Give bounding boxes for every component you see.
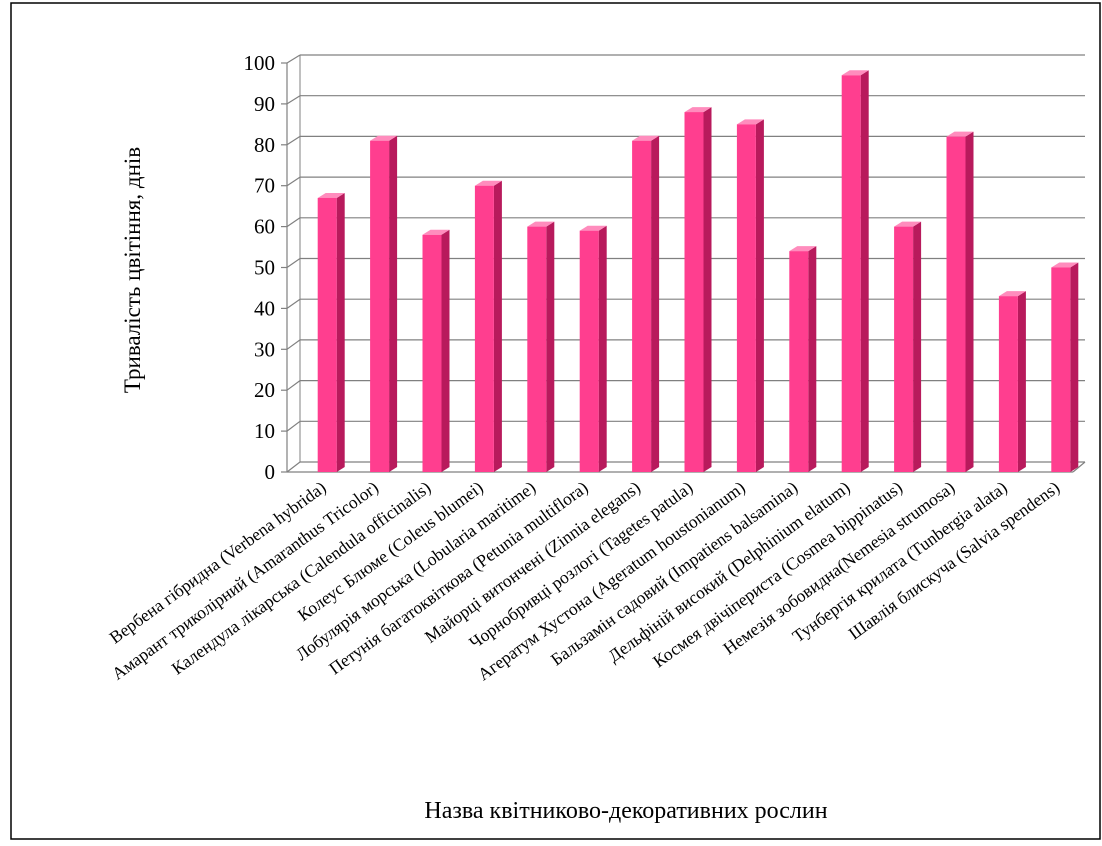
gridline-connector	[286, 380, 301, 391]
bar	[998, 291, 1026, 472]
x-axis-title: Назва квітниково-декоративних рослин	[424, 798, 827, 824]
bar-top	[736, 119, 764, 125]
bar-side	[913, 221, 922, 472]
bar	[736, 119, 764, 472]
bars	[317, 70, 1079, 473]
bar-top	[370, 135, 398, 141]
bar-side	[1070, 262, 1079, 472]
bar	[841, 70, 869, 473]
bar-side	[336, 192, 345, 472]
gridline-connector	[286, 217, 301, 228]
bar	[684, 107, 712, 472]
bar-front	[317, 197, 337, 472]
bar-front	[736, 124, 756, 472]
bar-front	[1051, 267, 1071, 472]
bar	[632, 135, 660, 472]
bar-top	[579, 225, 607, 231]
bar-top	[894, 221, 922, 227]
gridline-connector	[286, 420, 301, 432]
bar	[370, 135, 398, 472]
bar	[579, 225, 607, 472]
bar-top	[789, 246, 817, 252]
bar	[317, 192, 345, 472]
bar-front	[946, 136, 966, 472]
bar-top	[684, 107, 712, 113]
bar-side	[651, 135, 660, 472]
bar-front	[474, 185, 494, 472]
bar-top	[422, 229, 450, 235]
y-tick-label: 50	[254, 256, 275, 280]
bar-top	[527, 221, 555, 227]
bar-top	[998, 291, 1026, 297]
bar	[946, 131, 974, 472]
y-tick-label: 60	[254, 215, 275, 239]
bar	[422, 229, 450, 472]
bar	[1051, 262, 1079, 472]
gridline-connector	[286, 54, 301, 64]
y-tick-label: 70	[254, 174, 275, 198]
bar-side	[703, 107, 712, 472]
gridline-connector	[286, 339, 301, 350]
bar	[894, 221, 922, 472]
bar-side	[546, 221, 555, 472]
bar	[789, 246, 817, 472]
bar-side	[808, 246, 817, 472]
bar-side	[860, 70, 869, 473]
y-tick-label: 90	[254, 92, 275, 116]
gridline-connector	[286, 258, 301, 268]
bar-side	[1017, 291, 1026, 472]
bar-side	[493, 180, 502, 472]
bar-top	[632, 135, 660, 141]
bar-top	[841, 70, 869, 76]
x-tick-label: Вербена гібридна (Verbena hybrida)	[105, 477, 329, 648]
bar-front	[632, 140, 652, 472]
bar-top	[1051, 262, 1079, 268]
gridline-connector	[286, 461, 301, 473]
bar-top	[946, 131, 974, 137]
y-tick-label: 80	[254, 133, 275, 157]
y-tick-label: 10	[254, 419, 275, 443]
gridline-connector	[286, 176, 301, 187]
bar-side	[598, 225, 607, 472]
y-tick-label: 100	[244, 51, 276, 75]
bar-top	[474, 180, 502, 186]
bar-side	[755, 119, 764, 472]
bar	[474, 180, 502, 472]
bar-side	[965, 131, 974, 472]
chart-border	[10, 2, 1101, 840]
bar-front	[422, 234, 442, 472]
bar	[527, 221, 555, 472]
bar-front	[894, 226, 914, 472]
bar-side	[389, 135, 398, 472]
gridline-connector	[286, 298, 301, 309]
y-tick-label: 20	[254, 378, 275, 402]
y-tick-label: 40	[254, 296, 275, 320]
bar-front	[998, 296, 1018, 472]
bar-front	[789, 251, 809, 472]
bar-front	[579, 230, 599, 472]
bar-front	[527, 226, 547, 472]
y-axis-title: Тривалість цвітіння, днів	[120, 147, 145, 393]
bar-front	[684, 112, 704, 472]
bar-front	[841, 75, 861, 473]
y-tick-label: 30	[254, 337, 275, 361]
bar-top	[317, 192, 345, 198]
gridline-connector	[286, 95, 301, 105]
bar-side	[441, 229, 450, 472]
gridline-connector	[286, 135, 301, 146]
bar-front	[370, 140, 390, 472]
x-tick-labels: Вербена гібридна (Verbena hybrida)Амаран…	[105, 477, 1063, 684]
y-tick-label: 0	[265, 460, 276, 484]
y-tick-labels: 0 10 20 30 40 50 60 70 80 90 100	[244, 51, 276, 484]
floor-right-edge	[1072, 461, 1086, 473]
